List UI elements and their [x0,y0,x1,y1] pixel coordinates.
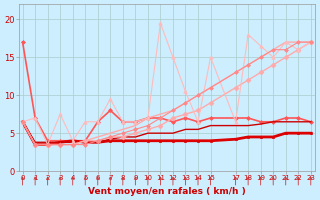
X-axis label: Vent moyen/en rafales ( km/h ): Vent moyen/en rafales ( km/h ) [88,187,245,196]
